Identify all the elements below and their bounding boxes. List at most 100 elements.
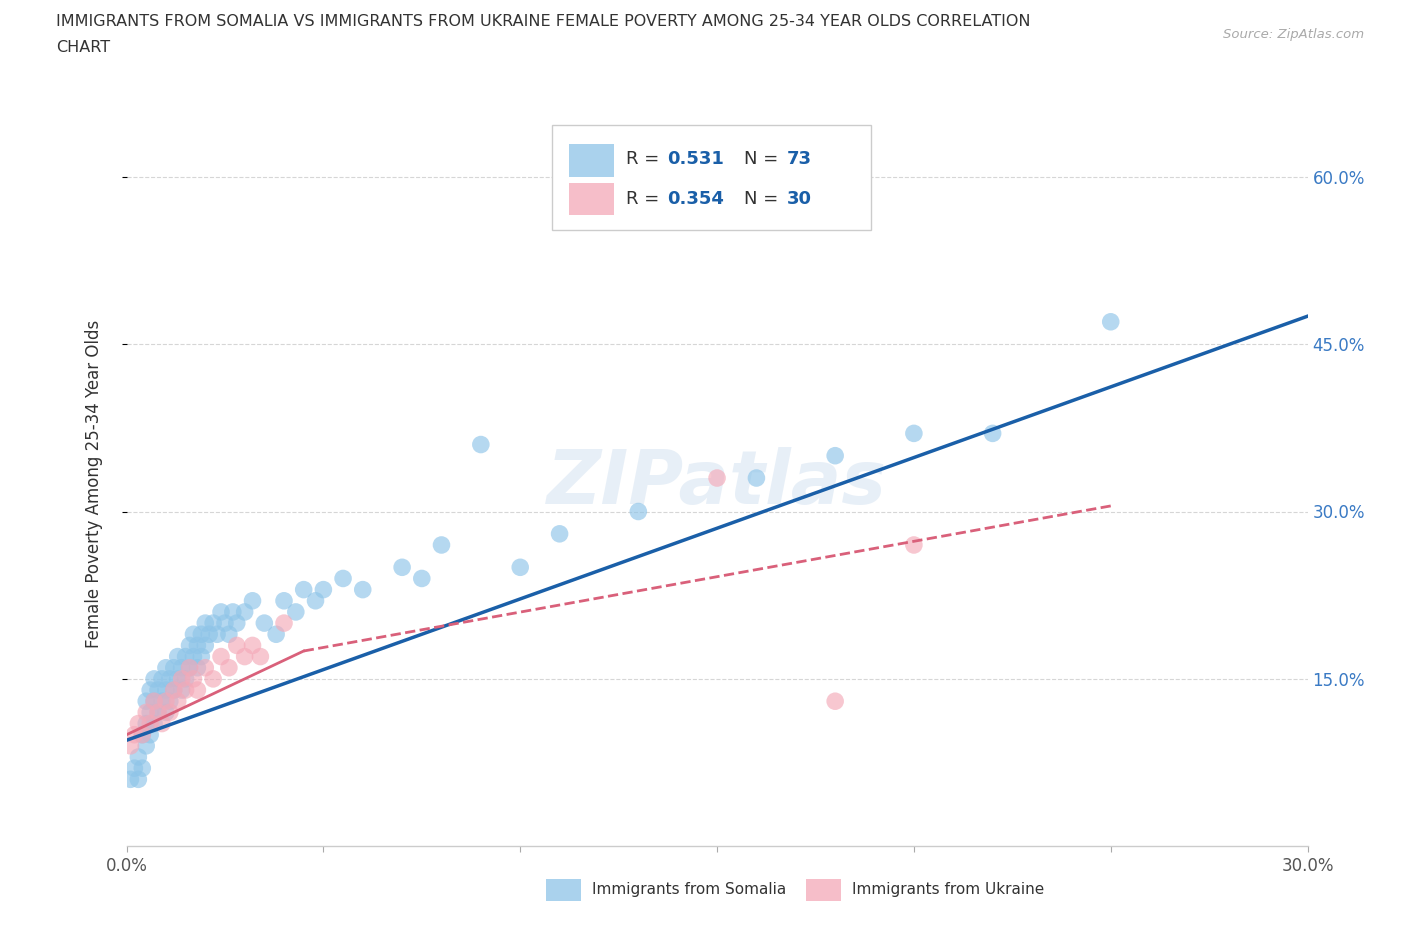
Point [135,694,157,709]
Point [127,772,149,787]
Point [120,772,142,787]
Point [292,582,315,597]
Point [264,627,287,642]
Point [135,705,157,720]
Point [155,683,177,698]
Point [150,694,173,709]
Point [214,616,236,631]
Point [170,671,193,686]
Point [190,627,212,642]
Point [903,538,925,552]
Point [135,716,157,731]
Point [233,649,256,664]
Point [198,627,221,642]
Text: Immigrants from Ukraine: Immigrants from Ukraine [852,883,1043,897]
Point [183,627,205,642]
Point [163,660,186,675]
Point [166,649,188,664]
Point [179,638,201,653]
Bar [806,879,841,900]
Point [174,649,197,664]
Point [202,616,225,631]
Point [242,593,264,608]
Text: N =: N = [744,151,779,168]
Point [163,683,186,698]
Bar [546,879,581,900]
Point [139,716,162,731]
Point [225,638,247,653]
FancyBboxPatch shape [551,125,870,230]
Text: CHART: CHART [56,40,110,55]
Point [155,660,177,675]
Point [205,627,228,642]
Bar [569,182,614,215]
Point [186,683,208,698]
Point [194,616,217,631]
Point [190,649,212,664]
Point [155,694,177,709]
Point [179,660,201,675]
Point [430,538,453,552]
Point [470,437,492,452]
Point [170,683,193,698]
Point [218,660,240,675]
Point [155,705,177,720]
Point [166,671,188,686]
Point [183,649,205,664]
Point [143,694,166,709]
Point [194,638,217,653]
Point [391,560,413,575]
Point [139,683,162,698]
Point [150,671,173,686]
Point [159,705,181,720]
Point [824,448,846,463]
Point [179,660,201,675]
Point [218,627,240,642]
Point [124,761,146,776]
Text: Immigrants from Somalia: Immigrants from Somalia [592,883,786,897]
Point [249,649,271,664]
Point [174,683,197,698]
Point [131,727,153,742]
Point [183,671,205,686]
Point [186,638,208,653]
Point [146,705,169,720]
Point [706,471,728,485]
Point [127,716,149,731]
Text: IMMIGRANTS FROM SOMALIA VS IMMIGRANTS FROM UKRAINE FEMALE POVERTY AMONG 25-34 YE: IMMIGRANTS FROM SOMALIA VS IMMIGRANTS FR… [56,14,1031,29]
Point [174,671,197,686]
Point [253,616,276,631]
Point [273,616,295,631]
Point [127,750,149,764]
Point [124,727,146,742]
Text: R =: R = [626,151,659,168]
Point [352,582,374,597]
Text: N =: N = [744,190,779,207]
Point [242,638,264,653]
Text: R =: R = [626,190,659,207]
Point [1099,314,1122,329]
Point [131,761,153,776]
Point [222,604,245,619]
Point [186,660,208,675]
Point [143,671,166,686]
Point [284,604,307,619]
Y-axis label: Female Poverty Among 25-34 Year Olds: Female Poverty Among 25-34 Year Olds [84,320,103,647]
Point [202,671,225,686]
Point [981,426,1004,441]
Point [146,705,169,720]
Point [209,604,232,619]
Bar [569,144,614,177]
Point [139,705,162,720]
Point [143,694,166,709]
Point [209,649,232,664]
Text: 0.531: 0.531 [668,151,724,168]
Point [225,616,247,631]
Point [509,560,531,575]
Point [312,582,335,597]
Text: 30: 30 [787,190,811,207]
Point [411,571,433,586]
Text: ZIPatlas: ZIPatlas [547,447,887,520]
Point [143,716,166,731]
Point [233,604,256,619]
